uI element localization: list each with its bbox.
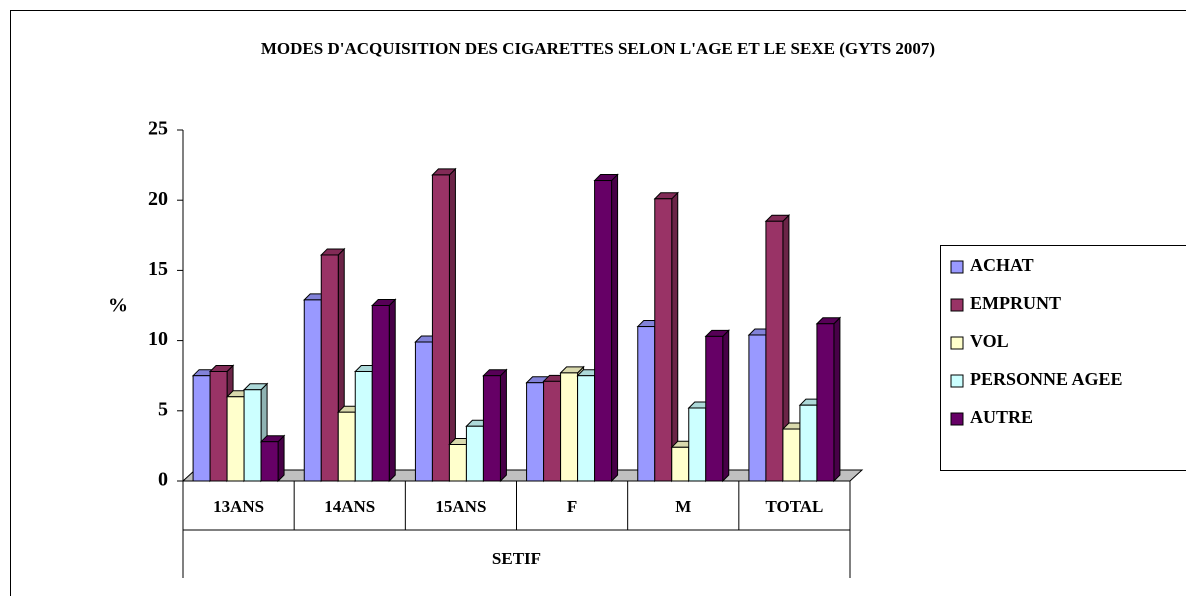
bar (688, 407, 707, 482)
legend-label: AUTRE (970, 407, 1033, 427)
x-tick-label: M (675, 497, 691, 516)
bar (414, 341, 433, 482)
legend-label: PERSONNE AGEE (970, 369, 1123, 389)
bar-side (833, 316, 841, 483)
bar (243, 389, 262, 482)
x-tick-label: 13ANS (213, 497, 264, 516)
legend-swatch (950, 260, 964, 274)
y-tick-label: 20 (148, 188, 168, 210)
bar (765, 220, 784, 482)
bar-side (499, 368, 507, 483)
x-tick-label: F (567, 497, 577, 516)
bar (671, 446, 690, 482)
bar (482, 375, 501, 482)
x-tick-label: 14ANS (324, 497, 375, 516)
bar (748, 334, 767, 482)
y-tick-label: 10 (148, 328, 168, 350)
legend-swatch (950, 298, 964, 312)
bar (320, 254, 339, 482)
bar-side (277, 434, 285, 483)
x-tick-label: 15ANS (435, 497, 486, 516)
bar-side (388, 298, 396, 483)
bar-side (722, 329, 730, 483)
legend-swatch (950, 374, 964, 388)
bar (543, 380, 562, 482)
bar (354, 370, 373, 482)
bar (816, 323, 835, 482)
bar-side (448, 167, 456, 483)
bar (705, 335, 724, 482)
bar (226, 396, 245, 482)
bar-side (671, 191, 679, 483)
bar (782, 428, 801, 482)
bar (594, 180, 613, 482)
chart-title: MODES D'ACQUISITION DES CIGARETTES SELON… (261, 39, 935, 58)
bar (465, 425, 484, 482)
bar (654, 198, 673, 482)
y-tick-label: 0 (158, 469, 168, 491)
legend-label: VOL (970, 331, 1009, 351)
bar (371, 305, 390, 482)
bar (260, 441, 279, 482)
y-tick-label: 25 (148, 118, 168, 140)
bar (303, 299, 322, 482)
bar (192, 375, 211, 482)
y-axis-label: % (108, 295, 128, 317)
y-tick-label: 5 (158, 398, 168, 420)
legend-label: ACHAT (970, 255, 1034, 275)
bar (637, 326, 656, 482)
bar (577, 375, 596, 482)
bar (431, 174, 450, 482)
legend-label: EMPRUNT (970, 293, 1061, 313)
bar-side (611, 173, 619, 483)
x-tick-label: TOTAL (765, 497, 823, 516)
bar (560, 372, 579, 482)
bar (526, 382, 545, 482)
y-tick-label: 15 (148, 258, 168, 280)
legend-box (940, 245, 1186, 471)
legend-swatch (950, 412, 964, 426)
bar (337, 411, 356, 482)
legend-swatch (950, 336, 964, 350)
chart-border (10, 10, 1186, 596)
x-axis-label: SETIF (492, 549, 541, 568)
bar (209, 370, 228, 482)
bar (799, 404, 818, 482)
bar (448, 443, 467, 482)
